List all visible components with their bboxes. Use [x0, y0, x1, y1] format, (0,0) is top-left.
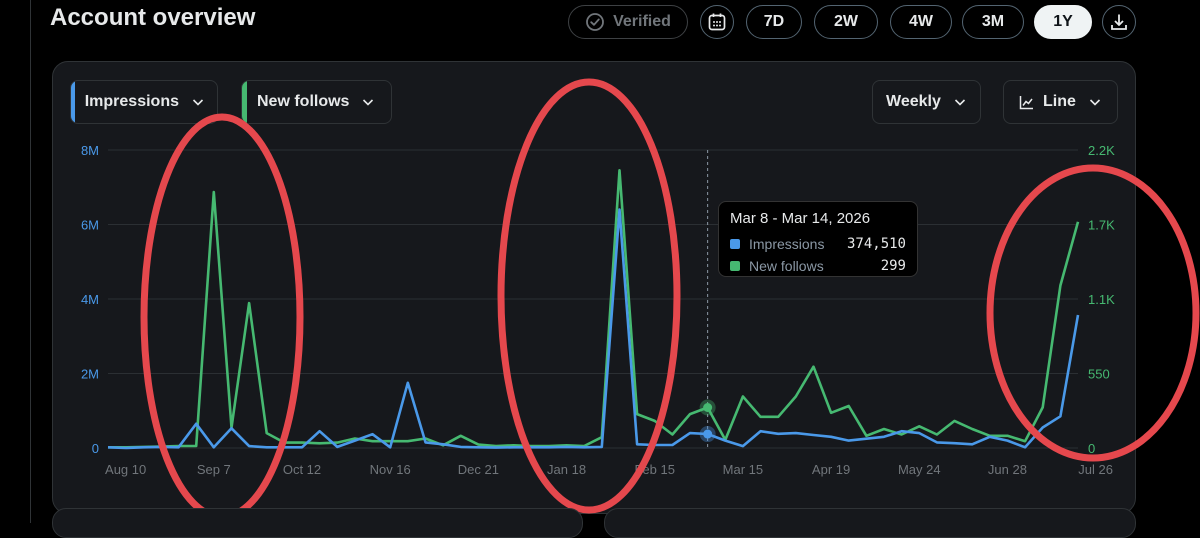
metric2-dropdown[interactable]: New follows	[241, 80, 392, 124]
chevron-down-icon	[1088, 95, 1102, 109]
chart-card: Impressions New follows Weekly Line	[52, 61, 1136, 514]
line-chart-icon	[1019, 95, 1034, 110]
tooltip-impressions-label: Impressions	[749, 236, 825, 252]
tooltip-new-follows-value: 299	[880, 258, 906, 274]
tooltip-row-impressions: Impressions 374,510	[730, 233, 906, 255]
calendar-icon	[708, 13, 726, 31]
new-follows-swatch	[730, 261, 740, 271]
chart-type-label: Line	[1043, 93, 1076, 110]
chart-type-dropdown[interactable]: Line	[1003, 80, 1118, 124]
chart-tooltip: Mar 8 - Mar 14, 2026 Impressions 374,510…	[718, 201, 918, 277]
interval-dropdown[interactable]: Weekly	[872, 80, 981, 124]
chevron-down-icon	[191, 95, 205, 109]
verified-button[interactable]: Verified	[568, 5, 688, 39]
verified-label: Verified	[613, 13, 671, 30]
interval-label: Weekly	[886, 93, 941, 110]
calendar-button[interactable]	[700, 5, 734, 39]
tooltip-row-new-follows: New follows 299	[730, 255, 906, 277]
range-4w-button[interactable]: 4W	[890, 5, 952, 39]
range-3m-button[interactable]: 3M	[962, 5, 1024, 39]
metric1-dropdown[interactable]: Impressions	[70, 80, 218, 124]
download-icon	[1111, 14, 1127, 30]
left-border	[30, 0, 31, 523]
metric2-label: New follows	[257, 93, 350, 110]
page-title: Account overview	[50, 4, 256, 31]
range-7d-button[interactable]: 7D	[746, 5, 802, 39]
range-2w-button[interactable]: 2W	[814, 5, 878, 39]
tooltip-impressions-value: 374,510	[846, 236, 906, 252]
metric1-label: Impressions	[84, 93, 179, 110]
bottom-card-left	[52, 508, 583, 538]
impressions-swatch	[730, 239, 740, 249]
verified-check-icon	[586, 13, 604, 31]
chevron-down-icon	[361, 95, 375, 109]
tooltip-title: Mar 8 - Mar 14, 2026	[730, 210, 871, 227]
range-1y-button[interactable]: 1Y	[1034, 5, 1092, 39]
bottom-card-right	[604, 508, 1136, 538]
metric1-color-stripe	[71, 81, 75, 123]
chevron-down-icon	[953, 95, 967, 109]
download-button[interactable]	[1102, 5, 1136, 39]
metric2-color-stripe	[242, 81, 247, 123]
tooltip-new-follows-label: New follows	[749, 258, 824, 274]
